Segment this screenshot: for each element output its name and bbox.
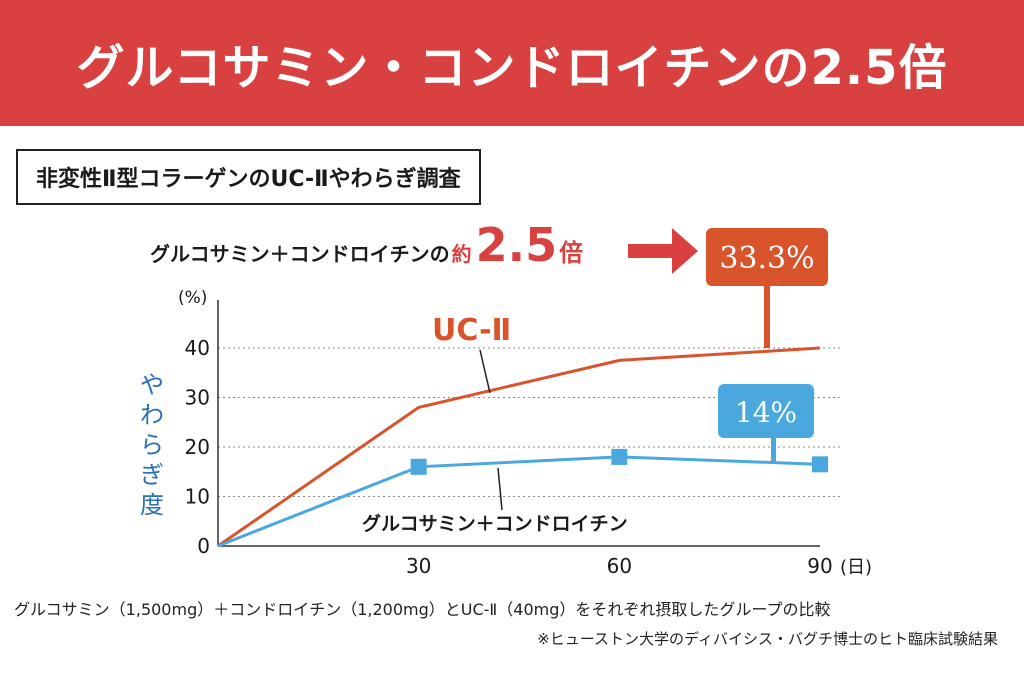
x-tick-label: 30 [406, 554, 431, 578]
series-line [217, 346, 821, 548]
callout-box-glucosamine [718, 384, 814, 438]
footnote-comparison: グルコサミン（1,500mg）＋コンドロイチン（1,200mg）とUC-Ⅱ（40… [14, 600, 831, 619]
callout-stem-glucosamine [771, 438, 776, 463]
banner-title: グルコサミン・コンドロイチンの2.5倍 [76, 40, 948, 96]
footnote-source: ※ヒューストン大学のディバイシス・バグチ博士のヒト臨床試験結果 [537, 630, 998, 648]
title-banner: グルコサミン・コンドロイチンの2.5倍 [0, 0, 1024, 126]
y-axis-label-char: わ [140, 401, 164, 429]
y-tick-label: 40 [185, 336, 210, 360]
x-tick-label: 90 [807, 554, 832, 578]
y-axis-label-char: や [140, 371, 164, 399]
y-axis-label-char: ら [140, 431, 164, 459]
callout-value-uc2: 33.3% [719, 241, 814, 276]
y-tick-label: 30 [185, 386, 210, 410]
chart-title: 非変性Ⅱ型コラーゲンのUC-Ⅱやわらぎ調査 [16, 149, 481, 205]
series-line [217, 455, 821, 548]
y-tick-label: 10 [185, 485, 210, 509]
series-label-uc2: UC-Ⅱ [432, 313, 511, 348]
y-axis-label-char: 度 [140, 491, 164, 519]
series-label-glucosamine: グルコサミン＋コンドロイチン [362, 512, 628, 535]
data-point [812, 456, 828, 473]
y-axis-label-char: ぎ [140, 461, 164, 489]
callout-value-glucosamine: 14% [735, 396, 797, 429]
data-point [611, 448, 628, 465]
callout-multiplier: 2.5 [475, 218, 558, 272]
leader-line [497, 467, 503, 511]
data-point [410, 458, 427, 475]
leader-line [479, 349, 491, 394]
callout-prefix: グルコサミン＋コンドロイチンの [150, 242, 450, 266]
callout-times: 倍 [559, 239, 584, 267]
y-unit-label: (%) [178, 288, 207, 308]
arrow-icon [628, 228, 698, 274]
callout-approx: 約 [451, 242, 472, 266]
callout-box-uc2 [706, 228, 828, 286]
y-tick-label: 20 [185, 435, 210, 459]
callout-stem-uc2 [764, 286, 770, 348]
x-tick-label: 60 [607, 554, 632, 578]
comparison-callout: グルコサミン＋コンドロイチンの 約 2.5 倍 [150, 218, 583, 278]
x-axis-label: (日) [840, 557, 872, 578]
y-tick-label: 0 [197, 534, 210, 558]
